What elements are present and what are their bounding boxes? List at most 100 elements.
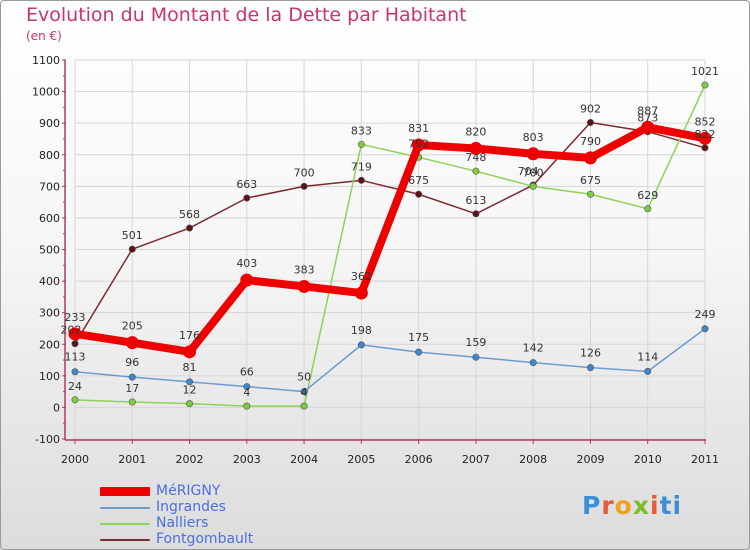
- chart-grid: [74, 59, 706, 440]
- data-point-nalliers: [128, 398, 136, 406]
- data-point-mrigny: [583, 151, 597, 165]
- data-label-fontgombault: 663: [236, 178, 257, 191]
- y-tick-label: 500: [39, 244, 60, 257]
- data-point-nalliers: [243, 402, 251, 410]
- x-tick-label: 2009: [576, 453, 604, 466]
- legend: MéRIGNY Ingrandes Nalliers Fontgombault: [100, 483, 300, 548]
- data-point-mrigny: [125, 336, 139, 350]
- y-tick-label: 700: [39, 180, 60, 193]
- data-label-fontgombault: 568: [179, 208, 200, 221]
- data-point-nalliers: [186, 400, 194, 408]
- data-label-fontgombault: 704: [518, 165, 539, 178]
- data-label-fontgombault: 700: [294, 166, 315, 179]
- legend-swatch-ingrandes: [100, 507, 150, 509]
- data-point-nalliers: [71, 396, 79, 404]
- x-tick-label: 2011: [691, 453, 719, 466]
- data-point-mrigny: [354, 286, 368, 300]
- logo-letter: i: [650, 491, 660, 520]
- data-label-mrigny: 176: [179, 329, 200, 342]
- series-line-nalliers: [74, 84, 706, 407]
- data-point-mrigny: [183, 345, 197, 359]
- data-point-fontgombault: [472, 210, 480, 218]
- data-label-nalliers: 792: [408, 137, 429, 150]
- data-point-mrigny: [526, 147, 540, 161]
- y-tick-label: 300: [39, 307, 60, 320]
- data-point-fontgombault: [357, 176, 365, 184]
- proxiti-logo: Proxiti: [582, 491, 682, 520]
- data-label-nalliers: 24: [68, 380, 82, 393]
- x-tick-label: 2007: [462, 453, 490, 466]
- data-label-nalliers: 17: [125, 382, 139, 395]
- data-label-nalliers: 629: [637, 189, 658, 202]
- legend-item-nalliers: Nalliers: [100, 515, 300, 532]
- data-label-ingrandes: 175: [408, 331, 429, 344]
- legend-label-nalliers: Nalliers: [156, 515, 209, 531]
- data-point-fontgombault: [586, 119, 594, 127]
- x-tick-label: 2006: [405, 453, 433, 466]
- data-label-fontgombault: 873: [637, 112, 658, 125]
- data-label-nalliers: 4: [301, 386, 308, 399]
- data-label-ingrandes: 66: [240, 366, 254, 379]
- logo-letter: P: [582, 491, 602, 520]
- data-point-fontgombault: [243, 194, 251, 202]
- legend-swatch-fontgombault: [100, 539, 150, 541]
- legend-label-merigny: MéRIGNY: [156, 483, 221, 499]
- data-label-ingrandes: 81: [183, 361, 197, 374]
- data-label-fontgombault: 613: [465, 194, 486, 207]
- data-point-fontgombault: [128, 245, 136, 253]
- data-label-ingrandes: 198: [351, 324, 372, 337]
- data-point-ingrandes: [300, 388, 308, 396]
- data-point-ingrandes: [415, 348, 423, 356]
- legend-swatch-merigny: [100, 487, 150, 496]
- data-point-ingrandes: [71, 368, 79, 376]
- x-tick-label: 2005: [347, 453, 375, 466]
- series-line-fontgombault: [74, 121, 706, 345]
- series-line-ingrandes: [74, 328, 706, 393]
- data-point-fontgombault: [415, 190, 423, 198]
- data-label-ingrandes: 249: [695, 308, 716, 321]
- data-label-ingrandes: 113: [65, 351, 86, 364]
- y-tick-label: 200: [39, 338, 60, 351]
- data-label-ingrandes: 142: [523, 342, 544, 355]
- data-label-mrigny: 820: [465, 125, 486, 138]
- x-tick-label: 2008: [519, 453, 547, 466]
- data-label-fontgombault: 675: [408, 174, 429, 187]
- legend-item-merigny: MéRIGNY: [100, 483, 300, 500]
- data-label-nalliers: 12: [183, 384, 197, 397]
- data-point-ingrandes: [472, 353, 480, 361]
- data-label-mrigny: 790: [580, 135, 601, 148]
- data-point-ingrandes: [529, 359, 537, 367]
- data-label-nalliers: 4: [243, 386, 250, 399]
- x-tick-label: 2000: [61, 453, 89, 466]
- data-label-nalliers: 675: [580, 174, 601, 187]
- data-point-nalliers: [701, 81, 709, 89]
- logo-letter: i: [672, 491, 683, 520]
- data-point-fontgombault: [300, 182, 308, 190]
- data-point-ingrandes: [128, 373, 136, 381]
- data-label-mrigny: 362: [351, 270, 372, 283]
- data-point-fontgombault: [186, 224, 194, 232]
- y-tick-label: 1000: [32, 86, 60, 99]
- data-label-ingrandes: 96: [125, 356, 139, 369]
- data-label-mrigny: 205: [122, 320, 143, 333]
- data-label-nalliers: 748: [465, 151, 486, 164]
- chart-subtitle: (en €): [26, 29, 62, 43]
- data-point-mrigny: [297, 279, 311, 293]
- legend-label-ingrandes: Ingrandes: [156, 499, 226, 515]
- data-label-mrigny: 887: [637, 104, 658, 117]
- logo-letter: o: [614, 491, 633, 520]
- data-point-mrigny: [641, 120, 655, 134]
- data-point-ingrandes: [701, 325, 709, 333]
- data-label-mrigny: 831: [408, 122, 429, 135]
- data-labels-layer: 202 501 568 663 700 719 675 613 704 902 873 822 24 17…: [61, 65, 720, 399]
- data-point-ingrandes: [586, 364, 594, 372]
- logo-letter: r: [601, 491, 615, 520]
- data-label-mrigny: 233: [65, 311, 86, 324]
- data-label-fontgombault: 719: [351, 160, 372, 173]
- y-tick-label: 100: [39, 370, 60, 383]
- data-point-ingrandes: [186, 378, 194, 386]
- data-point-nalliers: [586, 190, 594, 198]
- y-tick-label: 1100: [32, 54, 60, 67]
- data-point-mrigny: [240, 273, 254, 287]
